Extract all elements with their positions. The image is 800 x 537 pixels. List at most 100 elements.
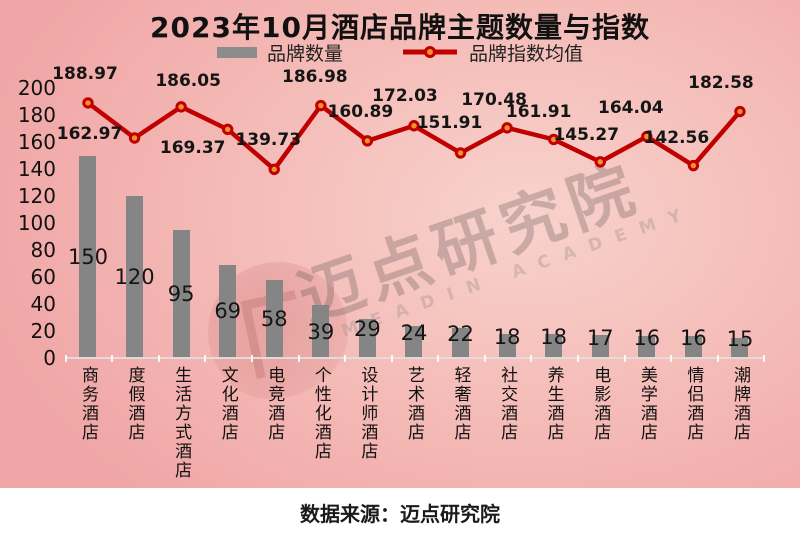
x-axis-tick — [623, 355, 626, 362]
x-axis-label: 生活方式酒店 — [171, 366, 192, 480]
y-axis-tick-label: 20 — [30, 319, 56, 343]
line-value-label: 164.04 — [598, 97, 664, 118]
line-value-label: 188.97 — [52, 63, 118, 84]
x-axis-label: 文化酒店 — [217, 366, 238, 442]
bar — [265, 279, 283, 358]
y-axis-tick-label: 120 — [17, 184, 56, 208]
line-value-label: 139.73 — [235, 130, 302, 151]
y-axis-tick-label: 40 — [30, 292, 56, 316]
bar-value-label: 16 — [680, 326, 707, 351]
x-axis-tick — [204, 355, 207, 362]
x-axis-label: 度假酒店 — [124, 366, 145, 442]
x-axis-label: 社交酒店 — [497, 366, 518, 442]
x-axis-tick — [576, 355, 579, 362]
bar-value-label: 18 — [540, 324, 568, 349]
bar-value-label: 18 — [493, 324, 521, 349]
bar-value-label: 95 — [167, 281, 195, 306]
x-axis-tick — [344, 355, 347, 362]
bar-value-label: 22 — [447, 322, 474, 347]
x-axis-label: 电竞酒店 — [264, 366, 285, 442]
y-axis-tick-label: 160 — [17, 130, 56, 154]
bar — [126, 196, 144, 358]
line-value-label: 151.91 — [416, 112, 483, 133]
x-axis-label: 养生酒店 — [543, 366, 564, 442]
source-note: 数据来源：迈点研究院 — [300, 502, 500, 526]
line-value-label: 170.48 — [461, 89, 527, 110]
bar — [79, 155, 97, 358]
x-axis-label: 商务酒店 — [77, 366, 98, 442]
bar — [312, 305, 330, 358]
bar-value-label: 15 — [726, 326, 754, 351]
bar-value-label: 39 — [307, 319, 335, 344]
bar — [638, 336, 656, 358]
bar — [452, 328, 470, 358]
y-axis-tick-label: 0 — [43, 346, 56, 370]
y-axis-tick-label: 180 — [17, 103, 56, 127]
line-value-label: 172.03 — [372, 85, 438, 106]
legend-item-line: 品牌指数均值 — [401, 39, 583, 66]
line-value-label: 160.89 — [327, 101, 394, 122]
chart-title: 2023年10月酒店品牌主题数量与指数 — [150, 11, 650, 44]
x-axis-tick — [297, 355, 300, 362]
x-axis-tick — [111, 355, 114, 362]
legend: 品牌数量 品牌指数均值 — [0, 39, 800, 66]
x-axis-tick — [64, 355, 67, 362]
x-axis-tick — [530, 355, 533, 362]
x-axis-line — [64, 357, 764, 359]
bar — [172, 229, 190, 358]
bar-value-label: 120 — [114, 265, 155, 289]
y-axis-tick-label: 140 — [17, 157, 56, 181]
line-value-label: 162.97 — [56, 123, 123, 144]
line-value-label: 182.58 — [688, 72, 754, 93]
bar-value-label: 69 — [214, 299, 242, 324]
legend-bar-swatch — [216, 46, 257, 58]
bar — [731, 337, 749, 358]
x-axis-tick — [250, 355, 253, 362]
bar-value-label: 16 — [633, 326, 661, 351]
source-footer: 数据来源：迈点研究院 — [0, 488, 800, 537]
bar — [591, 335, 609, 358]
legend-bar-label: 品牌数量 — [266, 42, 343, 65]
x-axis-label: 潮牌酒店 — [729, 366, 750, 442]
x-axis-label: 艺术酒店 — [403, 366, 424, 442]
bar — [545, 333, 563, 358]
x-axis-label: 个性化酒店 — [310, 366, 331, 461]
x-axis-tick — [437, 355, 440, 362]
line-value-label: 169.37 — [159, 138, 226, 159]
bar — [498, 333, 516, 358]
x-axis-tick — [157, 355, 160, 362]
x-axis-tick — [763, 355, 766, 362]
y-axis-tick-label: 200 — [17, 76, 56, 100]
bar — [405, 325, 423, 358]
legend-item-bars: 品牌数量 — [216, 39, 343, 66]
x-axis-tick — [670, 355, 673, 362]
line-value-label: 142.56 — [643, 127, 710, 148]
plot-background: 迈点研究院 MEADIN ACADEMY — [0, 0, 800, 488]
line-value-label: 186.98 — [282, 66, 348, 87]
bar — [358, 318, 376, 358]
bar-value-label: 150 — [67, 244, 109, 269]
x-axis-tick — [390, 355, 393, 362]
y-axis-tick-label: 100 — [17, 211, 56, 235]
x-axis-tick — [716, 355, 719, 362]
x-axis-label: 设计师酒店 — [357, 366, 378, 461]
bar-value-label: 24 — [400, 320, 428, 345]
line-value-label: 186.05 — [155, 70, 221, 91]
legend-line-label: 品牌指数均值 — [469, 42, 584, 65]
bar — [684, 336, 702, 358]
bar-value-label: 29 — [354, 317, 381, 342]
legend-line-swatch — [403, 46, 457, 58]
x-axis-tick — [483, 355, 486, 362]
line-value-label: 161.91 — [505, 102, 572, 123]
bar — [219, 264, 237, 358]
bar-value-label: 58 — [260, 306, 288, 331]
x-axis-label: 情侣酒店 — [683, 366, 704, 442]
bar-value-label: 17 — [586, 325, 614, 350]
x-axis-label: 轻奢酒店 — [450, 366, 471, 442]
line-value-label: 145.27 — [553, 124, 620, 145]
x-axis-label: 电影酒店 — [590, 366, 611, 442]
y-axis-tick-label: 80 — [30, 238, 56, 262]
y-axis-tick-label: 60 — [30, 265, 56, 289]
x-axis-label: 美学酒店 — [636, 366, 657, 442]
